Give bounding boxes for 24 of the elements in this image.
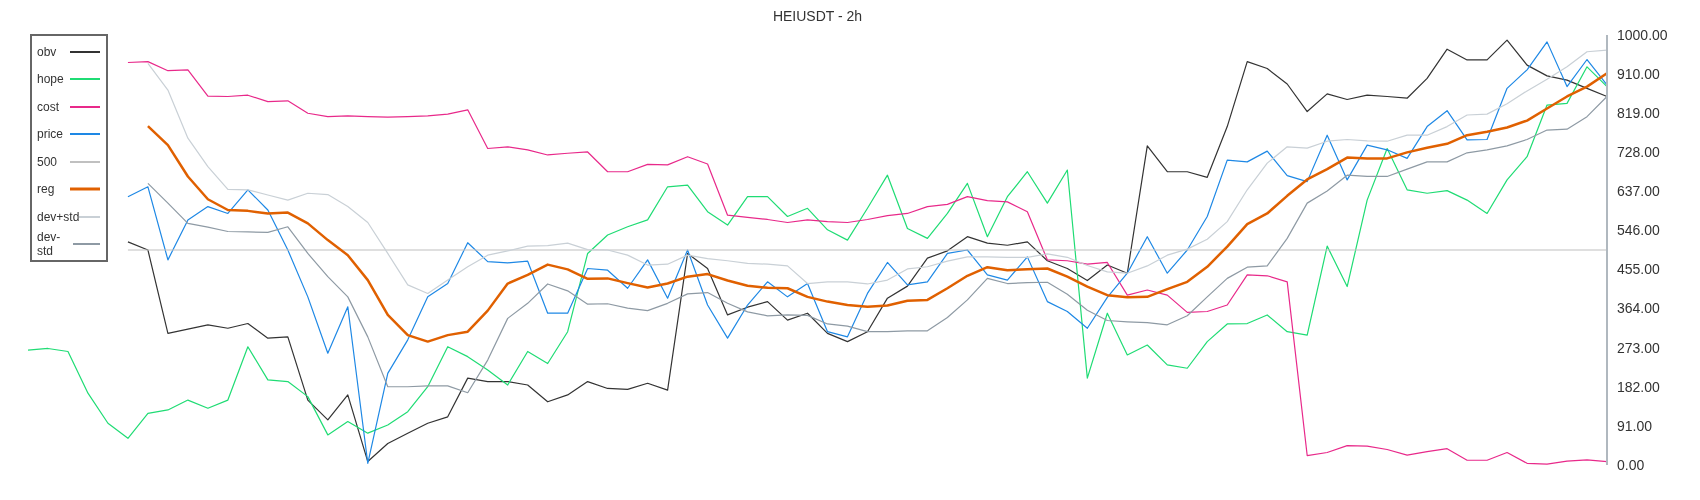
line-series	[146, 72, 1609, 343]
y-tick-label: 819.00	[1617, 104, 1661, 121]
y-tick-label: 1000.00	[1617, 26, 1668, 43]
legend-label: dev-std	[37, 230, 62, 259]
y-tick-label: 910.00	[1617, 65, 1661, 82]
line-series	[147, 95, 1608, 394]
y-tick-label: 728.00	[1617, 143, 1661, 160]
legend-label: dev+std	[37, 209, 80, 224]
y-tick-label: 0.00	[1617, 456, 1645, 473]
legend-label: reg	[37, 182, 55, 197]
y-tick-label: 546.00	[1617, 222, 1661, 239]
legend-label: price	[37, 127, 64, 142]
y-tick-label: 91.00	[1617, 417, 1653, 434]
chart-title: HEIUSDT - 2h	[771, 8, 864, 24]
y-tick-label: 364.00	[1617, 300, 1661, 317]
y-tick-label: 182.00	[1617, 378, 1661, 395]
y-tick-label: 637.00	[1617, 183, 1661, 200]
legend-label: 500	[37, 154, 58, 169]
legend-label: cost	[37, 99, 60, 114]
legend-label: obv	[37, 44, 57, 59]
y-tick-label: 273.00	[1617, 339, 1661, 356]
y-tick-label: 455.00	[1617, 261, 1661, 278]
line-series	[147, 49, 1608, 295]
legend-label: hope	[37, 72, 64, 87]
